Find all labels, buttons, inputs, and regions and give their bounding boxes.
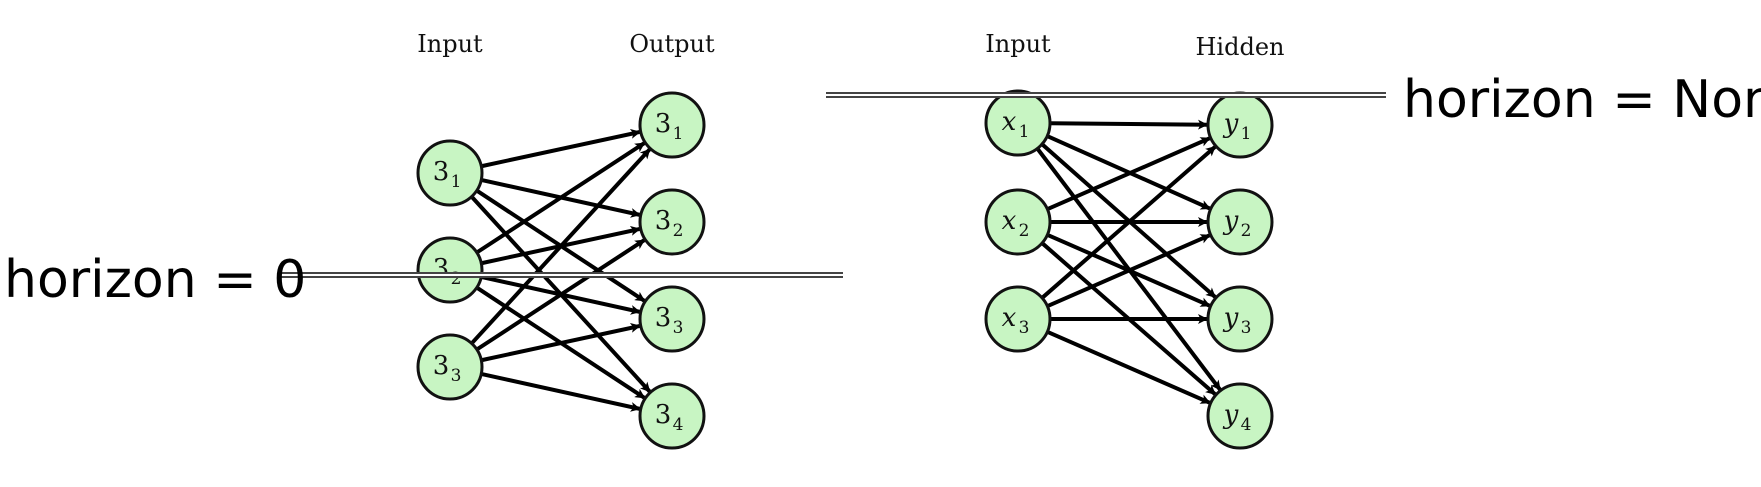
right-edge-2-to-1 <box>1046 136 1211 212</box>
right-network: Input Hidden x 1x 2x 3y 1y 2y 3y 4 <box>984 30 1285 450</box>
left-output-node-subscript: 1 <box>673 124 684 144</box>
left-input-node-subscript: 2 <box>451 269 462 289</box>
left-input-node-circle <box>416 236 484 304</box>
left-input-node-circle <box>416 333 484 401</box>
left-output-node-circle <box>638 91 706 159</box>
left-output-node-label: 3 <box>655 400 672 430</box>
left-edge-3-to-2 <box>475 238 646 352</box>
right-output-node-subscript: 2 <box>1241 221 1252 241</box>
left-output-header: Output <box>629 30 715 58</box>
right-input-node-label: x <box>1002 303 1017 333</box>
right-input-node-subscript: 3 <box>1019 318 1030 338</box>
right-output-node-label: y <box>1223 206 1239 236</box>
right-input-node-label: x <box>1002 206 1017 236</box>
left-output-node-subscript: 4 <box>673 415 684 435</box>
left-edge-1-to-1 <box>480 128 641 169</box>
left-input-node-label: 3 <box>433 157 450 187</box>
horizon-zero: horizon = 0 <box>4 250 843 310</box>
left-edge-2-to-1 <box>475 141 646 255</box>
right-input-node-circle <box>984 285 1052 353</box>
horizon-none-label: horizon = None <box>1403 70 1761 130</box>
left-output-node-circle <box>638 382 706 450</box>
right-input-node-circle <box>984 89 1052 157</box>
right-edges <box>1035 119 1222 405</box>
left-output-node-subscript: 2 <box>673 221 684 241</box>
horizon-zero-label: horizon = 0 <box>4 250 306 310</box>
horizon-none: horizon = None <box>826 70 1761 130</box>
right-output-node-subscript: 3 <box>1241 318 1252 338</box>
left-input-node-label: 3 <box>433 351 450 381</box>
left-edge-3-to-4 <box>480 371 641 412</box>
left-input-node-subscript: 1 <box>451 172 462 192</box>
right-input-node-subscript: 2 <box>1019 221 1030 241</box>
left-input-header: Input <box>417 30 483 58</box>
left-edge-3-to-1 <box>470 147 652 345</box>
left-output-node-label: 3 <box>655 206 672 236</box>
left-nodes: 3 13 23 33 13 23 33 4 <box>416 91 706 450</box>
left-output-node-subscript: 3 <box>673 318 684 338</box>
right-output-node-label: y <box>1223 109 1239 139</box>
right-output-node-subscript: 4 <box>1241 415 1252 435</box>
right-input-header: Input <box>985 30 1051 58</box>
right-output-node-circle <box>1206 285 1274 353</box>
left-output-node-circle <box>638 188 706 256</box>
right-edge-3-to-2 <box>1046 233 1211 309</box>
left-edges <box>470 128 652 412</box>
right-input-node-circle <box>984 188 1052 256</box>
right-output-node-circle <box>1206 382 1274 450</box>
left-input-node-label: 3 <box>433 254 450 284</box>
right-output-node-label: y <box>1223 303 1239 333</box>
left-input-node-subscript: 3 <box>451 366 462 386</box>
right-output-node-label: y <box>1223 400 1239 430</box>
left-output-node-circle <box>638 285 706 353</box>
right-edge-1-to-1 <box>1049 119 1209 130</box>
right-output-node-circle <box>1206 188 1274 256</box>
right-edge-3-to-1 <box>1040 145 1217 300</box>
left-edge-3-to-3 <box>480 322 641 363</box>
right-edge-3-to-4 <box>1046 329 1211 405</box>
right-output-node-subscript: 1 <box>1241 124 1252 144</box>
left-output-node-label: 3 <box>655 303 672 333</box>
left-output-node-label: 3 <box>655 109 672 139</box>
left-network: Input Output 3 13 23 33 13 23 33 4 <box>416 30 715 450</box>
right-nodes: x 1x 2x 3y 1y 2y 3y 4 <box>984 89 1274 450</box>
right-hidden-header: Hidden <box>1196 33 1285 61</box>
right-input-node-label: x <box>1002 107 1017 137</box>
left-input-node-circle <box>416 139 484 207</box>
right-input-node-subscript: 1 <box>1019 122 1030 142</box>
